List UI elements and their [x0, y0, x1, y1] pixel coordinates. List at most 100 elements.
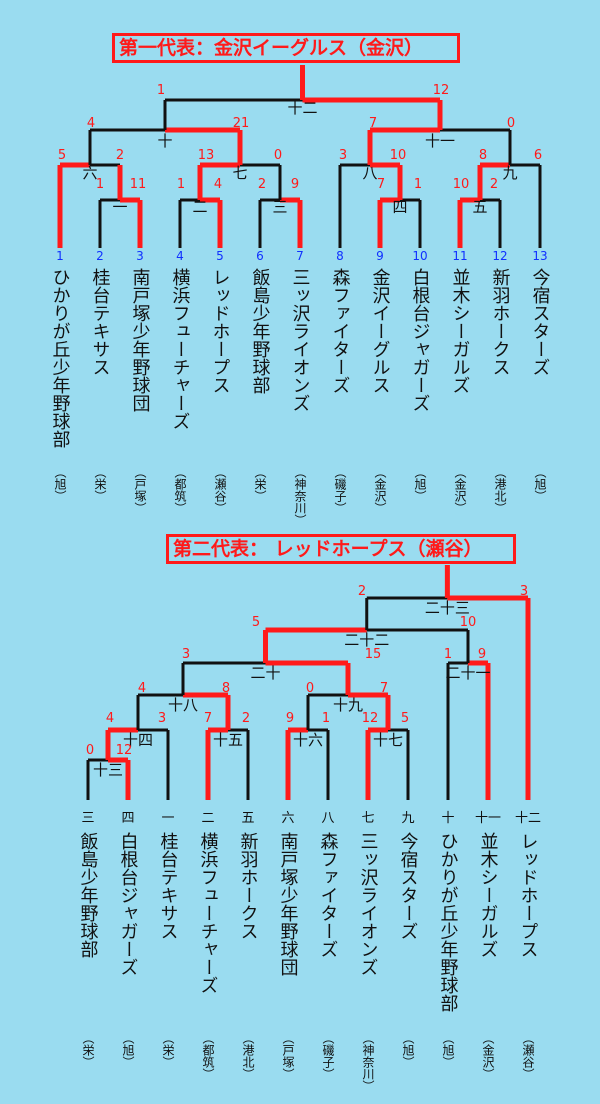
game-label: 二 — [192, 198, 207, 216]
team-number: 7 — [296, 249, 304, 263]
seed-label: 二 — [201, 811, 214, 826]
team-name: 横浜フューチャーズ — [198, 832, 219, 994]
bracket1-title: 第一代表：金沢イーグルス（金沢） — [112, 33, 460, 63]
game-score: 0 — [507, 116, 515, 131]
game-score: 0 — [306, 681, 314, 696]
team-number: 8 — [336, 249, 344, 263]
game-score: 1 — [444, 647, 452, 662]
game-score: 10 — [390, 148, 407, 163]
game-score: 9 — [291, 177, 299, 192]
team-number: 11 — [452, 249, 467, 263]
game-score: 1 — [322, 711, 330, 726]
game-label: 六 — [82, 164, 97, 182]
game-label: 五 — [472, 198, 487, 216]
seed-label: 八 — [321, 811, 334, 826]
game-label: 十三 — [93, 761, 123, 779]
seed-label: 十二 — [515, 811, 541, 826]
game-score: 0 — [274, 148, 282, 163]
team-area: （都筑） — [201, 1032, 215, 1080]
game-score: 5 — [252, 615, 260, 630]
team-name: 並木シーガルズ — [478, 832, 499, 958]
game-score: 8 — [222, 681, 230, 696]
team-area: （栄） — [81, 1032, 95, 1068]
team-name: レッドホープス — [518, 832, 539, 958]
team-area: （旭） — [533, 466, 547, 502]
game-score: 11 — [130, 177, 147, 192]
seed-label: 三 — [81, 811, 94, 826]
game-label: 十六 — [293, 731, 323, 749]
team-area: （港北） — [241, 1032, 255, 1080]
game-score: 3 — [158, 711, 166, 726]
seed-label: 十 — [441, 811, 454, 826]
game-score: 3 — [339, 148, 347, 163]
game-label: 二十二 — [344, 631, 389, 649]
seed-label: 五 — [241, 811, 254, 826]
team-name: 金沢イーグルス — [370, 268, 391, 394]
game-score: 3 — [520, 584, 528, 599]
team-name: 白根台ジャガーズ — [410, 268, 431, 412]
team-name: 森ファイターズ — [330, 268, 351, 394]
team-area: （栄） — [93, 466, 107, 502]
team-name: 飯島少年野球部 — [78, 832, 99, 958]
team-number: 5 — [216, 249, 224, 263]
team-name: ひかりが丘少年野球部 — [438, 832, 459, 1012]
game-label: 九 — [502, 164, 517, 182]
team-number: 4 — [176, 249, 184, 263]
game-score: 7 — [380, 681, 388, 696]
team-area: （金沢） — [453, 466, 467, 514]
team-area: （神奈川） — [361, 1032, 375, 1092]
team-area: （旭） — [121, 1032, 135, 1068]
game-label: 十八 — [168, 696, 198, 714]
seed-label: 七 — [361, 811, 374, 826]
game-score: 4 — [106, 711, 114, 726]
game-score: 8 — [479, 148, 487, 163]
team-name: 今宿スターズ — [530, 268, 551, 376]
game-label: 十九 — [333, 696, 363, 714]
bracket2-title: 第二代表： レッドホープス（瀬谷） — [166, 534, 516, 564]
game-score: 15 — [365, 647, 382, 662]
game-score: 12 — [362, 711, 379, 726]
team-area: （栄） — [253, 466, 267, 502]
game-score: 4 — [87, 116, 95, 131]
team-area: （瀬谷） — [213, 466, 227, 514]
team-name: 今宿スターズ — [398, 832, 419, 940]
team-area: （港北） — [493, 466, 507, 514]
team-name: 飯島少年野球部 — [250, 268, 271, 394]
team-name: 桂台テキサス — [158, 832, 179, 940]
game-label: 一 — [112, 198, 127, 216]
team-area: （戸塚） — [133, 466, 147, 514]
team-area: （旭） — [53, 466, 67, 502]
team-name: 南戸塚少年野球団 — [278, 832, 299, 976]
seed-label: 六 — [281, 811, 294, 826]
team-area: （旭） — [401, 1032, 415, 1068]
game-score: 7 — [377, 177, 385, 192]
team-name: 南戸塚少年野球団 — [130, 268, 151, 412]
seed-label: 四 — [121, 811, 134, 826]
team-area: （瀬谷） — [521, 1032, 535, 1080]
game-score: 1 — [177, 177, 185, 192]
game-score: 2 — [490, 177, 498, 192]
game-score: 9 — [478, 647, 486, 662]
game-score: 12 — [116, 743, 133, 758]
game-score: 7 — [369, 116, 377, 131]
game-label: 十七 — [373, 731, 403, 749]
seed-label: 九 — [401, 811, 414, 826]
team-number: 2 — [96, 249, 104, 263]
game-score: 9 — [286, 711, 294, 726]
team-name: 三ッ沢ライオンズ — [358, 832, 379, 976]
team-name: 白根台ジャガーズ — [118, 832, 139, 976]
game-label: 十二 — [287, 99, 317, 117]
game-score: 1 — [414, 177, 422, 192]
team-name: 新羽ホークス — [490, 268, 511, 376]
game-label: 三 — [272, 198, 287, 216]
team-number: 9 — [376, 249, 384, 263]
game-score: 13 — [198, 148, 215, 163]
game-label: 八 — [362, 164, 377, 182]
team-number: 6 — [256, 249, 264, 263]
game-label: 四 — [392, 198, 407, 216]
team-area: （都筑） — [173, 466, 187, 514]
game-label: 十五 — [213, 731, 243, 749]
game-label: 十 — [157, 132, 172, 150]
game-label: 十四 — [123, 731, 153, 749]
